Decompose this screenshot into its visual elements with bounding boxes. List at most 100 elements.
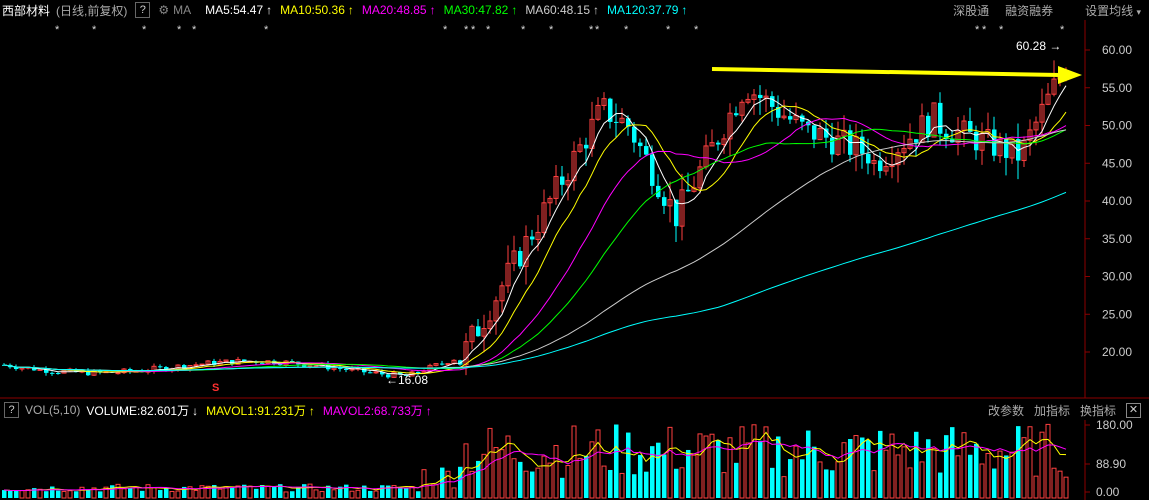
ma60-readout: MA60:48.15 ↑ (525, 3, 600, 17)
candle-body-down (812, 125, 817, 140)
volume-bar-down (800, 459, 805, 498)
volume-bar-down (686, 449, 691, 498)
volume-bar-up (79, 486, 85, 499)
volume-bar-down (260, 485, 265, 498)
mavol5-line (3, 431, 1067, 492)
volume-bar-down (866, 439, 871, 498)
volume-bar-down (86, 489, 91, 498)
volume-bar-up (853, 435, 859, 499)
candle-body-down (242, 359, 247, 362)
volume-bar-up (505, 435, 511, 499)
price-tick-label: 55.00 (1102, 81, 1132, 95)
event-star-icon: * (264, 24, 269, 36)
volume-bar-up (265, 485, 271, 499)
volume-bar-down (968, 454, 973, 498)
volume-bar-up (1033, 475, 1039, 499)
volume-bar-up (511, 458, 517, 499)
volume-readout: VOLUME:82.601万 ↓ (86, 403, 199, 418)
mavol2-readout: MAVOL2:68.733万 ↑ (322, 403, 432, 418)
candle-body-up (619, 117, 625, 124)
volume-bar-down (272, 486, 277, 498)
volume-bar-up (445, 470, 451, 499)
volume-bar-down (560, 477, 565, 498)
candle-body-down (440, 363, 445, 365)
volume-bar-up (793, 445, 799, 499)
volume-bar-down (914, 431, 919, 498)
volume-indicator-title[interactable]: VOL(5,10) (25, 403, 81, 417)
ma10-readout: MA10:50.36 ↑ (280, 3, 354, 17)
volume-bar-down (662, 454, 667, 498)
candle-body-up (883, 166, 889, 172)
volume-bar-down (98, 491, 103, 498)
ma60-line (3, 129, 1067, 372)
candle-body-down (860, 136, 865, 154)
volume-bar-up (67, 490, 73, 499)
period-mode[interactable]: (日线,前复权) (56, 3, 128, 18)
candle-body-down (476, 326, 481, 337)
volume-bar-up (751, 424, 757, 499)
volume-bar-down (584, 455, 589, 498)
moving-average-lines (3, 85, 1067, 376)
volume-bar-up (1039, 431, 1045, 499)
volume-bar-down (182, 486, 187, 498)
event-star-icon: * (486, 24, 491, 36)
volume-bar-down (656, 442, 661, 498)
volume-bar-up (697, 433, 703, 499)
menu-shenzhen-connect[interactable]: 深股通 (953, 3, 990, 18)
volume-bar-up (781, 476, 787, 499)
volume-chart[interactable]: 180.00 88.90 0.00 (0, 420, 1149, 500)
candle-body-down (56, 373, 61, 375)
stock-name[interactable]: 西部材料 (2, 3, 51, 18)
volume-ma-lines (3, 431, 1067, 492)
indicator-name[interactable]: MA (173, 3, 192, 17)
candle-body-up (511, 250, 517, 264)
ma20-readout: MA20:48.85 ↑ (361, 3, 436, 17)
candle-body-down (626, 118, 631, 127)
volume-bar-up (1051, 467, 1057, 499)
volume-bar-up (103, 486, 109, 499)
volume-help-button[interactable]: ? (4, 402, 19, 418)
menu-set-ma[interactable]: 设置均线 ▾ (1085, 3, 1141, 18)
menu-margin-trading[interactable]: 融资融券 (1005, 3, 1054, 18)
volume-bar-up (931, 448, 937, 499)
volume-bar-down (716, 439, 721, 498)
volume-bar-up (91, 487, 97, 499)
event-star-icon: * (192, 24, 197, 36)
candle-body-up (1051, 78, 1057, 95)
volume-bar-up (421, 469, 427, 499)
close-icon[interactable]: ✕ (1126, 402, 1141, 418)
volume-bar-down (14, 490, 19, 498)
candlesticks[interactable] (2, 60, 1069, 379)
low-price-label: ←16.08 (386, 373, 428, 387)
volume-bar-down (848, 439, 853, 498)
volume-bar-down (926, 439, 931, 498)
candle-body-up (445, 363, 451, 366)
edit-params-button[interactable]: 改参数 (987, 403, 1024, 418)
candle-body-up (463, 341, 469, 366)
price-tick-label: 35.00 (1102, 232, 1132, 246)
help-button[interactable]: ? (135, 2, 151, 18)
volume-bar-down (2, 490, 7, 498)
volume-bar-up (1063, 476, 1069, 499)
volume-bar-up (481, 453, 487, 499)
price-chart[interactable]: 60.00 55.00 50.00 45.00 40.00 35.00 30.00 25.00… (0, 0, 1149, 400)
gear-icon[interactable]: ⚙ (158, 3, 170, 17)
volume-bar-down (296, 486, 301, 498)
volume-bar-up (115, 483, 121, 499)
add-indicator-button[interactable]: 加指标 (1033, 403, 1070, 418)
volume-bar-up (817, 461, 823, 499)
ma5-line (3, 85, 1067, 376)
candle-body-down (338, 367, 343, 369)
event-star-icon: * (464, 24, 469, 36)
volume-bar-up (691, 454, 697, 499)
volume-bar-down (650, 446, 655, 498)
price-tick-label: 40.00 (1102, 194, 1132, 208)
switch-indicator-button[interactable]: 换指标 (1079, 403, 1116, 418)
volume-bar-down (788, 459, 793, 498)
volume-bar-down (632, 474, 637, 498)
candle-body-down (50, 372, 55, 374)
candle-body-up (199, 363, 205, 366)
event-star-icon: * (666, 24, 671, 36)
volume-bar-down (992, 468, 997, 498)
ma120-line (3, 191, 1067, 372)
